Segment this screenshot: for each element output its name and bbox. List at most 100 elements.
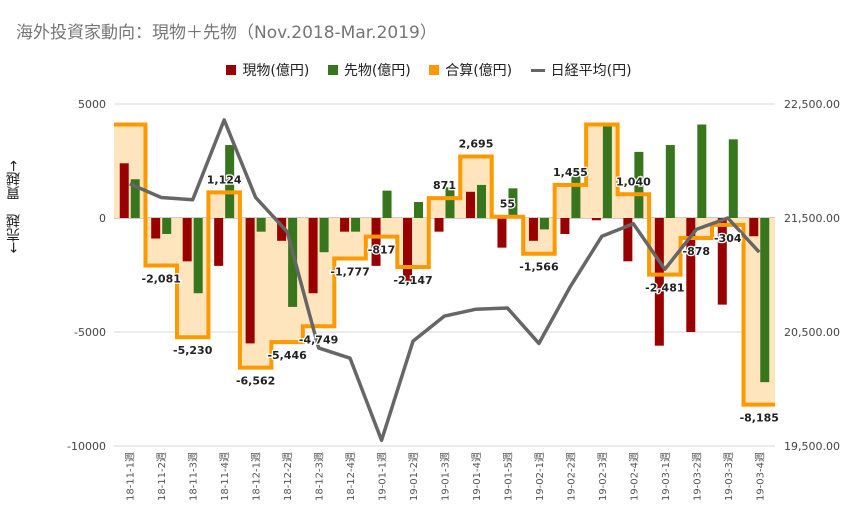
legend-label-spot: 現物(億円)	[242, 63, 310, 79]
spot-bar	[654, 218, 664, 346]
x-tick-label: 18-12-4週	[345, 452, 357, 501]
y-tick-right: 20,500.00	[784, 326, 840, 339]
x-tick-label: 19-03-2週	[691, 452, 703, 501]
futures-bar	[602, 124, 612, 218]
x-tick-label: 18-12-1週	[251, 452, 263, 501]
futures-bar	[508, 188, 518, 218]
total-data-label: -2,481	[645, 282, 684, 295]
spot-bar	[308, 218, 318, 294]
y-tick-right: 19,500.00	[784, 440, 840, 453]
total-data-label: -1,777	[330, 266, 369, 279]
x-tick-label: 19-01-4週	[471, 452, 483, 501]
x-tick-label: 18-11-1週	[125, 452, 137, 501]
x-tick-label: 18-11-2週	[156, 452, 168, 501]
y-tick-right: 22,500.00	[784, 98, 840, 111]
futures-bar	[288, 218, 298, 307]
futures-bar	[539, 218, 549, 230]
futures-bar	[476, 184, 486, 218]
legend-swatch-futures	[327, 65, 338, 75]
x-tick-label: 19-02-3週	[597, 452, 609, 501]
futures-bar	[351, 218, 361, 232]
legend-item-nikkei[interactable]: 日経平均(円)	[530, 60, 632, 80]
total-data-label: 55	[500, 198, 515, 211]
x-tick-label: 19-01-1週	[377, 452, 389, 501]
futures-bar	[193, 218, 203, 294]
y-tick-right: 21,500.00	[784, 212, 840, 225]
legend-swatch-total	[429, 65, 440, 75]
spot-bar	[119, 163, 129, 218]
spot-bar	[686, 218, 696, 332]
x-tick-label: 19-03-3週	[723, 452, 735, 501]
x-tick-label: 19-03-1週	[660, 452, 672, 501]
futures-bar	[445, 187, 455, 218]
futures-bar	[571, 170, 581, 218]
x-tick-label: 19-01-3週	[440, 452, 452, 501]
total-step-line	[114, 122, 775, 407]
total-data-label: 1,455	[553, 166, 588, 179]
legend-item-spot[interactable]: 現物(億円)	[226, 60, 309, 80]
futures-bar	[634, 151, 644, 218]
spot-bar	[277, 218, 287, 241]
futures-bar	[162, 218, 172, 234]
spot-bar	[371, 218, 381, 266]
x-tick-label: 19-02-4週	[628, 452, 640, 501]
total-data-label: -878	[683, 245, 711, 258]
total-data-label: -2,147	[393, 274, 432, 287]
spot-bar	[591, 218, 601, 221]
total-data-label: -5,230	[173, 344, 213, 357]
total-data-label: 1,040	[616, 175, 651, 188]
y-tick-left: 0	[99, 212, 106, 225]
futures-bar	[319, 218, 329, 253]
spot-bar	[623, 218, 633, 262]
spot-bar	[717, 218, 727, 305]
total-data-label: -304	[714, 232, 742, 245]
total-data-label: -6,562	[236, 375, 275, 388]
y-tick-left: 5000	[78, 98, 106, 111]
legend-swatch-nikkei	[530, 68, 545, 72]
x-tick-label: 19-01-2週	[408, 452, 420, 501]
chart-title: 海外投資家動向：現物＋先物（Nov.2018-Mar.2019）	[16, 23, 437, 43]
legend-label-nikkei: 日経平均(円)	[550, 63, 632, 79]
x-tick-label: 18-11-3週	[188, 452, 200, 501]
futures-bar	[225, 145, 235, 218]
spot-bar	[497, 218, 507, 248]
legend-label-futures: 先物(億円)	[343, 63, 411, 79]
spot-bar	[560, 218, 570, 234]
legend-item-total[interactable]: 合算(億円)	[429, 60, 512, 80]
futures-bar	[256, 218, 266, 232]
legend-item-futures[interactable]: 先物(億円)	[327, 60, 411, 80]
total-data-label: -1,566	[519, 261, 559, 274]
spot-bar	[245, 218, 255, 344]
spot-bar	[214, 218, 224, 266]
total-area-fill	[114, 124, 775, 405]
futures-bar	[382, 190, 392, 218]
spot-bar	[434, 218, 444, 232]
x-tick-label: 18-11-4週	[219, 452, 231, 501]
futures-bar	[414, 202, 424, 218]
total-data-label: -817	[368, 244, 396, 257]
y-tick-left: -10000	[67, 440, 106, 453]
spot-bar	[151, 218, 161, 239]
x-tick-label: 19-03-4週	[754, 452, 766, 501]
total-data-label: 871	[433, 179, 456, 192]
futures-bar	[130, 179, 140, 218]
legend-label-total: 合算(億円)	[445, 63, 513, 79]
spot-bar	[403, 218, 413, 285]
spot-bar	[528, 218, 538, 241]
total-data-label: -2,081	[142, 272, 181, 285]
spot-bar	[340, 218, 350, 232]
total-data-label: -4,749	[299, 333, 338, 346]
spot-bar	[182, 218, 192, 262]
legend: 現物(億円) 先物(億円) 合算(億円) 日経平均(円)	[0, 60, 858, 80]
x-tick-label: 19-02-1週	[534, 452, 546, 501]
nikkei-line	[129, 118, 761, 443]
spot-bar	[749, 218, 759, 237]
x-tick-label: 19-01-5週	[502, 452, 514, 501]
total-data-label: -5,446	[267, 349, 307, 362]
total-data-label: 1,124	[207, 173, 242, 186]
futures-bar	[697, 124, 707, 218]
futures-bar	[760, 218, 770, 383]
futures-bar	[665, 145, 675, 218]
futures-bar	[728, 139, 738, 218]
